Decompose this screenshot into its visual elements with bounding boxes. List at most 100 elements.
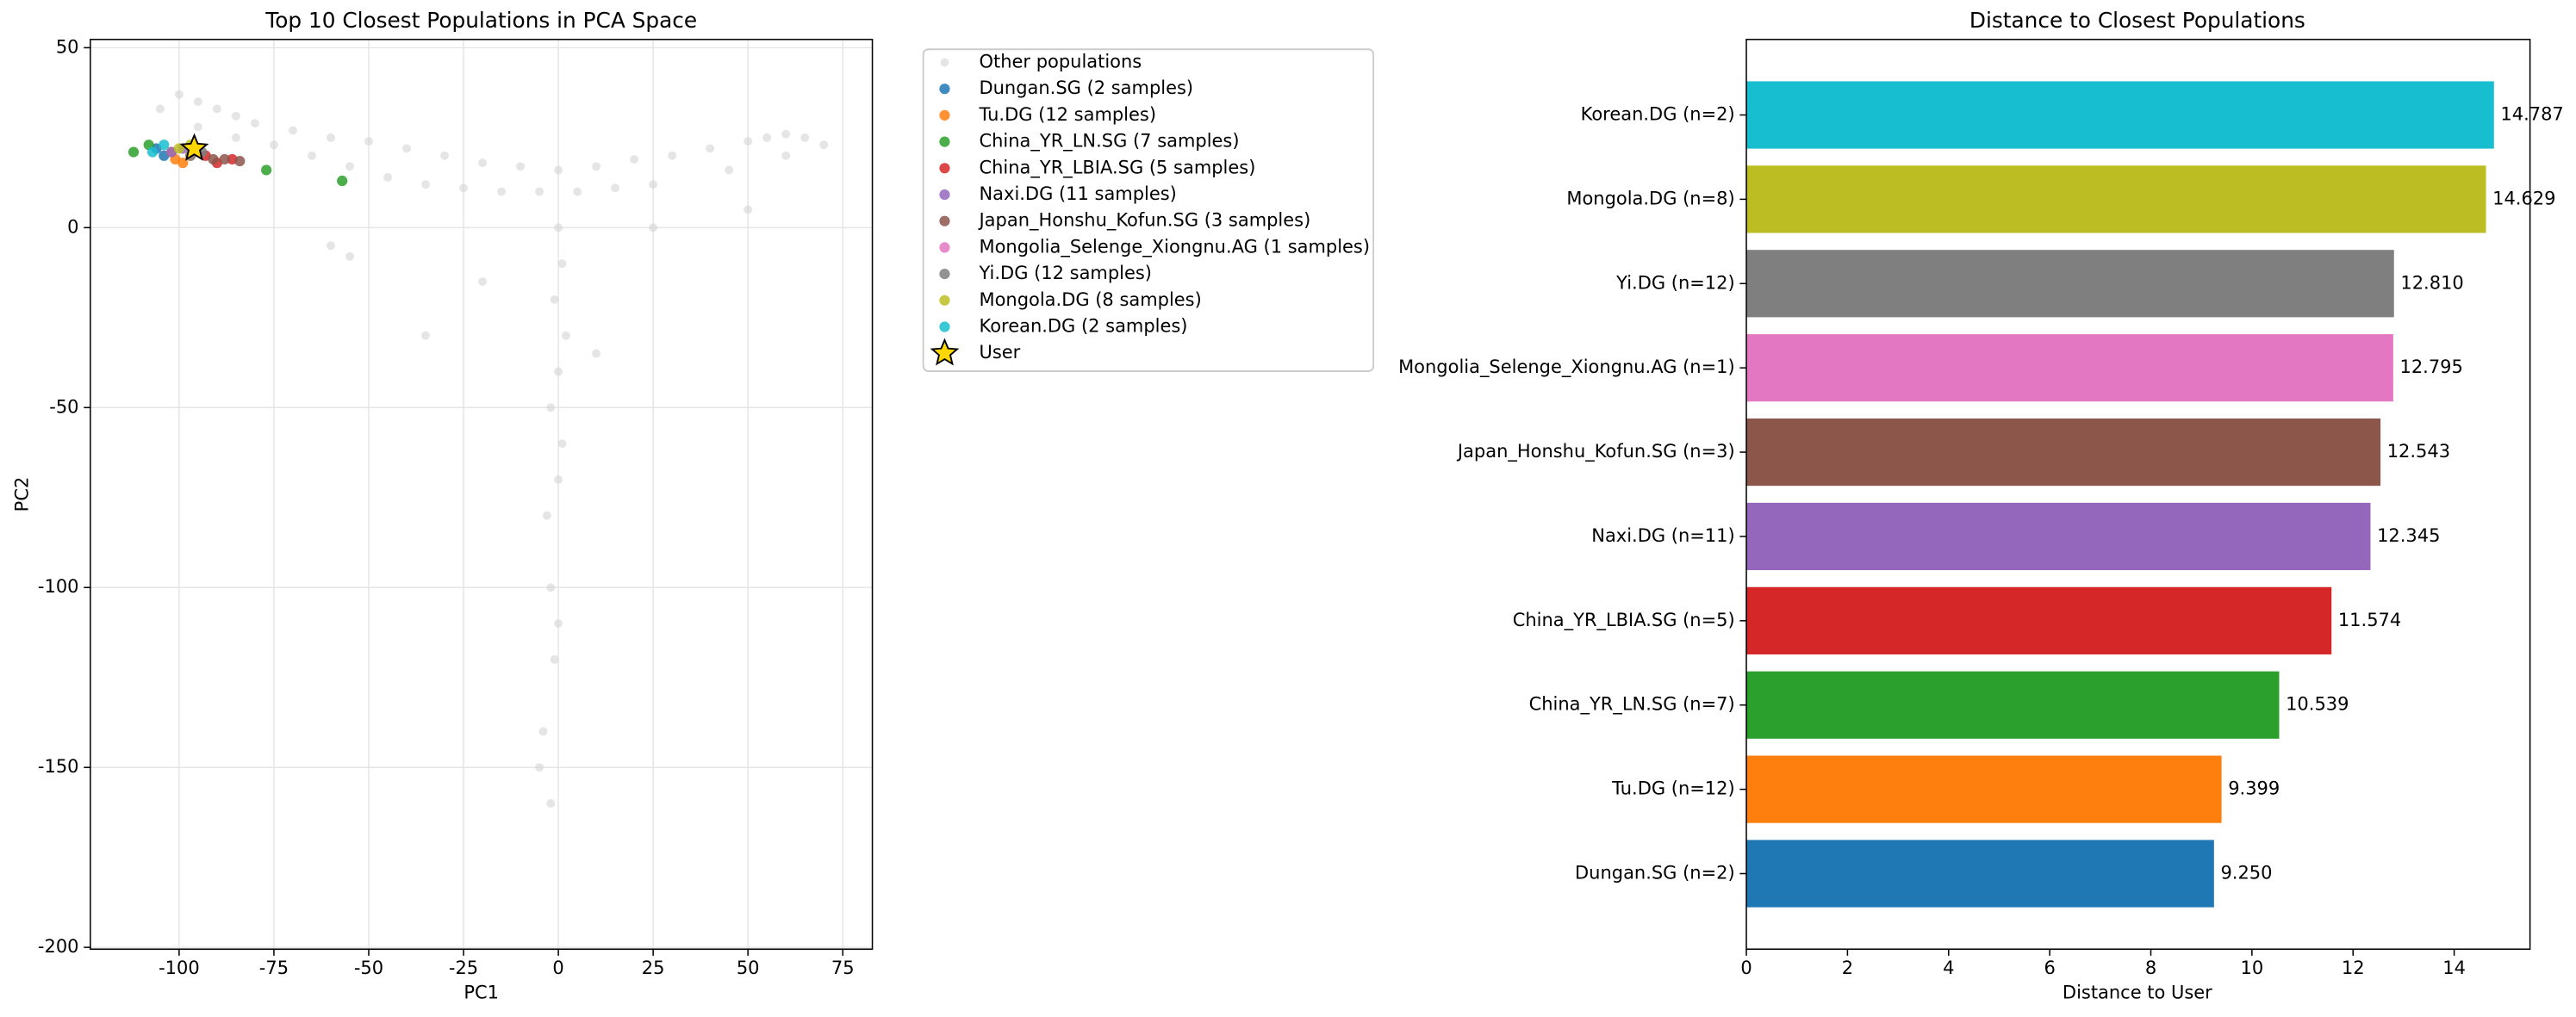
point (668, 151, 677, 160)
point (250, 119, 259, 128)
legend-marker (939, 109, 950, 121)
y-tick-label: Tu.DG (n=12) (1611, 778, 1735, 799)
point (546, 403, 556, 412)
bar (1746, 671, 2280, 739)
legend-label: Yi.DG (12 samples) (979, 263, 1152, 283)
point (550, 654, 559, 664)
point (546, 799, 556, 808)
legend-label: China_YR_LBIA.SG (5 samples) (980, 157, 1256, 178)
point (261, 164, 272, 176)
y-tick-label: -100 (38, 576, 79, 597)
y-tick-label: Korean.DG (n=2) (1581, 104, 1735, 125)
point (744, 205, 753, 214)
legend-marker (939, 321, 950, 332)
y-tick-label: Naxi.DG (n=11) (1591, 525, 1734, 546)
point (193, 97, 202, 107)
y-tick-label: -50 (49, 396, 78, 417)
point (592, 162, 601, 171)
y-tick-label: 0 (67, 216, 78, 237)
x-tick-label: 4 (1943, 958, 1954, 978)
bar (1746, 502, 2371, 571)
legend-marker (939, 295, 950, 306)
legend-label: Mongolia_Selenge_Xiongnu.AG (1 samples) (980, 236, 1371, 257)
point (557, 259, 567, 269)
legend-marker (939, 268, 950, 280)
point (327, 241, 335, 251)
bar-title: Distance to Closest Populations (1969, 8, 2305, 33)
bar (1746, 81, 2494, 149)
value-label: 11.574 (2338, 610, 2401, 630)
point (234, 155, 246, 167)
point (459, 183, 468, 193)
x-tick-label: 14 (2442, 958, 2466, 978)
point (327, 133, 335, 142)
y-tick-label: China_YR_LBIA.SG (n=5) (1513, 610, 1735, 631)
value-label: 10.539 (2286, 694, 2349, 715)
point (402, 144, 411, 153)
x-tick-label: 10 (2241, 958, 2264, 978)
point (421, 331, 430, 340)
point (535, 763, 544, 772)
legend-marker (939, 136, 950, 147)
x-tick-label: 2 (1842, 958, 1853, 978)
x-axis-label: PC1 (464, 983, 499, 1003)
point (159, 140, 170, 151)
point (762, 133, 772, 142)
point (573, 187, 582, 196)
point (269, 140, 278, 150)
point (345, 251, 354, 261)
x-tick-label: 0 (552, 958, 563, 978)
y-axis-label: PC2 (12, 477, 33, 512)
x-tick-label: 8 (2145, 958, 2156, 978)
bar (1746, 250, 2394, 318)
point (364, 137, 373, 146)
bar (1746, 334, 2393, 402)
x-tick-label: 12 (2342, 958, 2365, 978)
point (337, 175, 348, 187)
scatter-title: Top 10 Closest Populations in PCA Space (264, 8, 697, 33)
user-point (179, 133, 209, 161)
point (421, 180, 430, 189)
point (383, 172, 392, 182)
y-tick-label: Mongolia_Selenge_Xiongnu.AG (n=1) (1398, 357, 1735, 378)
point (649, 180, 658, 189)
point (288, 126, 297, 135)
point (819, 140, 829, 150)
point (592, 349, 601, 358)
y-tick-label: Japan_Honshu_Kofun.SG (n=3) (1456, 441, 1735, 462)
x-tick-label: 0 (1740, 958, 1752, 978)
y-tick-label: Dungan.SG (n=2) (1575, 862, 1735, 883)
legend-label: Korean.DG (2 samples) (980, 316, 1188, 337)
point (440, 151, 449, 160)
axes-frame (90, 39, 874, 950)
y-tick-label: China_YR_LN.SG (n=7) (1529, 694, 1735, 716)
legend-label: China_YR_LN.SG (7 samples) (980, 131, 1240, 152)
point (535, 187, 544, 196)
point (212, 104, 221, 114)
x-tick-label: -25 (449, 958, 478, 978)
point (478, 158, 487, 168)
legend-marker (939, 215, 950, 226)
legend-label: Mongola.DG (8 samples) (980, 289, 1202, 310)
point (497, 187, 507, 196)
point (173, 143, 184, 154)
legend-marker (940, 58, 949, 67)
x-tick-label: -100 (159, 958, 200, 978)
legend-marker (939, 242, 950, 253)
point (478, 277, 487, 286)
point (146, 146, 159, 158)
legend-label: Other populations (980, 51, 1142, 71)
point (174, 90, 184, 99)
point (208, 153, 219, 165)
point (554, 165, 563, 175)
point (550, 295, 559, 304)
legend-marker (939, 163, 950, 174)
point (630, 154, 639, 164)
bar (1746, 755, 2222, 823)
axes-frame (1745, 39, 2531, 950)
x-tick-label: 25 (642, 958, 665, 978)
legend-label: Naxi.DG (11 samples) (980, 183, 1177, 204)
value-label: 14.787 (2500, 104, 2563, 125)
